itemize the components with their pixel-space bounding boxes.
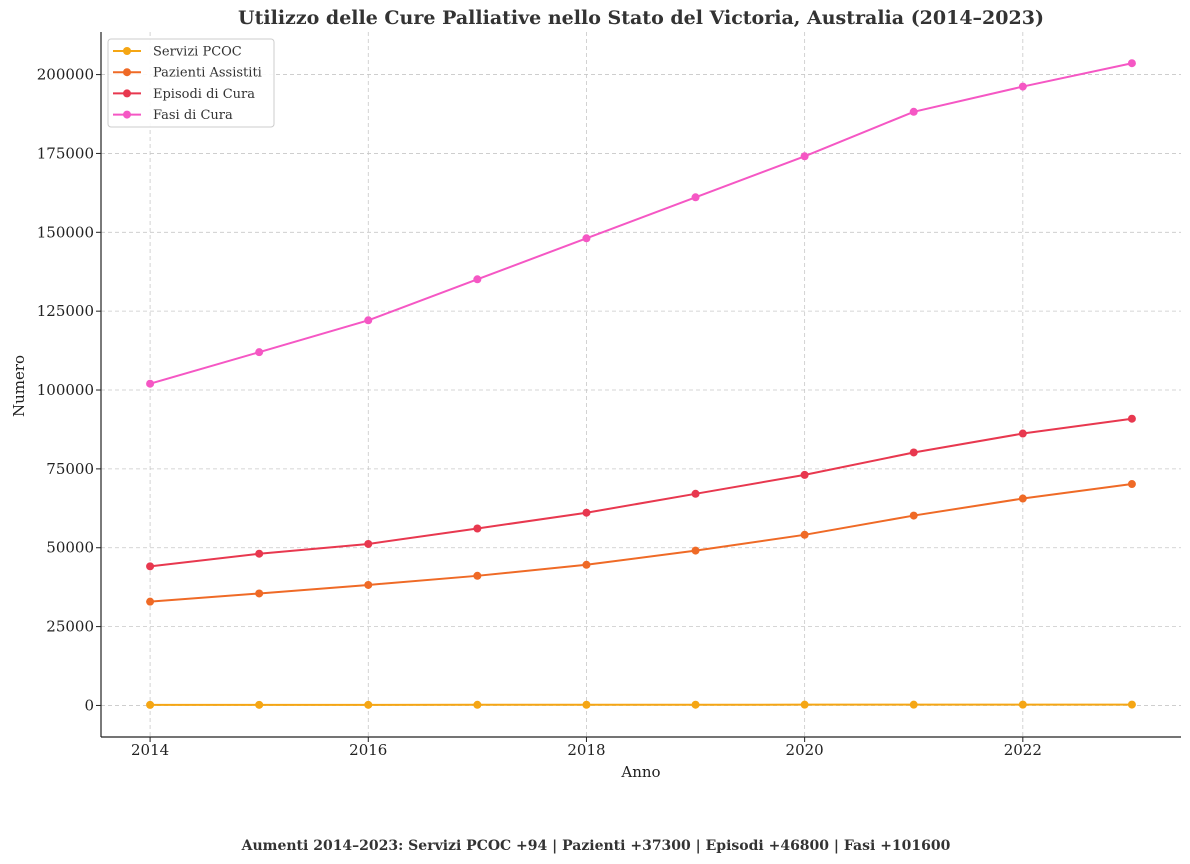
- series-servizi-pcoc: [146, 700, 1136, 709]
- data-point-servizi-pcoc: [582, 700, 591, 709]
- data-point-servizi-pcoc: [255, 700, 264, 709]
- series-layer: [146, 59, 1136, 709]
- tick-labels: 0 25000 50000 75000 100000 125000 150000 175000…: [37, 66, 1042, 759]
- legend-marker-swatch: [123, 89, 131, 98]
- legend-item-servizi-pcoc: Servizi PCOC: [113, 45, 242, 60]
- legend-label: Fasi di Cura: [153, 108, 233, 123]
- data-point-fasi-di-cura: [800, 152, 809, 161]
- series-line-pazienti-assistiti: [150, 483, 1133, 603]
- data-point-episodi-di-cura: [146, 562, 155, 571]
- x-tick-label: 2014: [131, 741, 169, 759]
- y-tick-label: 100000: [37, 381, 94, 399]
- data-point-pazienti-assistiti: [473, 571, 482, 580]
- series-line-fasi-di-cura: [149, 62, 1133, 385]
- data-point-pazienti-assistiti: [691, 546, 700, 555]
- y-tick-label: 50000: [46, 539, 94, 557]
- y-tick-label: 75000: [46, 460, 94, 478]
- y-axis-label: Numero: [10, 355, 28, 417]
- data-point-pazienti-assistiti: [146, 597, 155, 606]
- x-tick-label: 2016: [349, 741, 387, 759]
- y-tick-label: 25000: [46, 618, 94, 636]
- grid: [101, 32, 1181, 737]
- chart-title: Utilizzo delle Cure Palliative nello Sta…: [238, 7, 1044, 29]
- legend-marker-swatch: [123, 47, 131, 55]
- legend-item-pazienti-assistiti: Pazienti Assistiti: [113, 66, 262, 81]
- footnote: Aumenti 2014–2023: Servizi PCOC +94 | Pa…: [241, 838, 951, 854]
- data-point-fasi-di-cura: [364, 316, 373, 325]
- series-pazienti-assistiti: [146, 480, 1136, 606]
- data-point-fasi-di-cura: [473, 275, 482, 284]
- axes: [96, 32, 1181, 742]
- data-point-episodi-di-cura: [582, 508, 591, 517]
- data-point-episodi-di-cura: [1127, 414, 1136, 423]
- x-tick-label: 2018: [567, 741, 605, 759]
- legend-marker-swatch: [123, 110, 131, 119]
- legend-marker-swatch: [123, 68, 131, 77]
- data-point-pazienti-assistiti: [1127, 480, 1136, 489]
- x-tick-label: 2022: [1004, 741, 1042, 759]
- legend-item-fasi-di-cura: Fasi di Cura: [113, 108, 233, 123]
- data-point-episodi-di-cura: [473, 524, 482, 533]
- data-point-pazienti-assistiti: [1018, 494, 1027, 503]
- y-tick-label: 150000: [37, 223, 94, 241]
- y-tick-label: 200000: [37, 66, 94, 84]
- data-point-fasi-di-cura: [691, 193, 700, 202]
- data-point-pazienti-assistiti: [364, 580, 373, 589]
- series-line-episodi-di-cura: [149, 417, 1133, 568]
- data-point-fasi-di-cura: [582, 234, 591, 243]
- data-point-servizi-pcoc: [691, 700, 700, 709]
- x-tick-label: 2020: [786, 741, 824, 759]
- data-point-fasi-di-cura: [909, 107, 918, 116]
- data-point-servizi-pcoc: [1127, 700, 1136, 709]
- data-point-episodi-di-cura: [255, 549, 264, 558]
- data-point-servizi-pcoc: [909, 700, 918, 709]
- legend-label: Servizi PCOC: [153, 45, 242, 60]
- data-point-episodi-di-cura: [691, 489, 700, 498]
- data-point-episodi-di-cura: [800, 470, 809, 479]
- data-point-pazienti-assistiti: [909, 511, 918, 520]
- data-point-pazienti-assistiti: [255, 589, 264, 598]
- legend-label: Pazienti Assistiti: [153, 66, 262, 81]
- data-point-fasi-di-cura: [146, 379, 155, 388]
- series-episodi-di-cura: [146, 414, 1136, 571]
- data-point-fasi-di-cura: [1127, 59, 1136, 68]
- data-point-servizi-pcoc: [1018, 700, 1027, 709]
- series-fasi-di-cura: [146, 59, 1136, 388]
- data-point-fasi-di-cura: [255, 348, 264, 357]
- data-point-servizi-pcoc: [800, 700, 809, 709]
- data-point-servizi-pcoc: [364, 700, 373, 709]
- y-tick-label: 125000: [37, 302, 94, 320]
- data-point-pazienti-assistiti: [800, 530, 809, 539]
- data-point-episodi-di-cura: [1018, 429, 1027, 438]
- data-point-episodi-di-cura: [909, 448, 918, 457]
- y-tick-label: 0: [84, 696, 94, 714]
- y-tick-label: 175000: [37, 144, 94, 162]
- legend-box: [107, 38, 275, 128]
- data-point-servizi-pcoc: [473, 700, 482, 709]
- legend: Servizi PCOC Pazienti Assistiti Episodi di…: [107, 38, 275, 128]
- data-point-pazienti-assistiti: [582, 560, 591, 569]
- data-point-episodi-di-cura: [364, 539, 373, 548]
- data-point-fasi-di-cura: [1018, 82, 1027, 91]
- data-point-servizi-pcoc: [146, 700, 155, 709]
- legend-label: Episodi di Cura: [153, 87, 255, 102]
- x-axis-label: Anno: [620, 763, 660, 781]
- legend-item-episodi-di-cura: Episodi di Cura: [113, 87, 255, 102]
